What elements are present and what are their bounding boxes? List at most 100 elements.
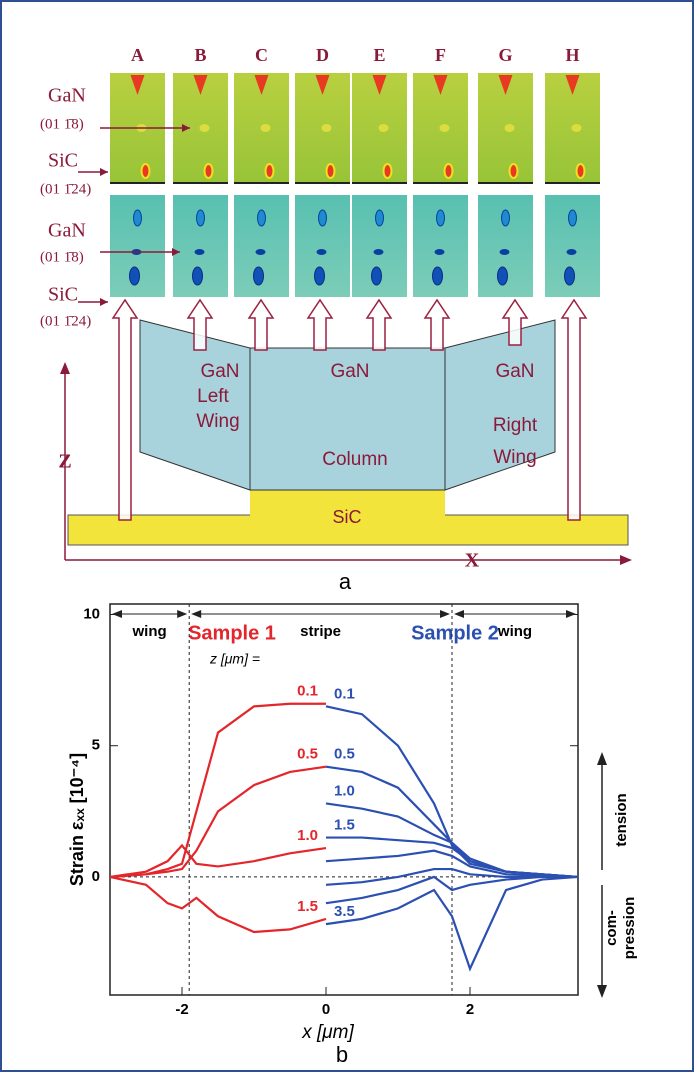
gan-peak (433, 75, 448, 95)
series-label: 0.5 (334, 746, 355, 763)
sic-peak-b (253, 266, 264, 286)
gan-peak-b (375, 209, 384, 227)
beam-arrow (423, 298, 451, 351)
gan-peak (372, 75, 387, 95)
mid-peak-b (373, 249, 384, 255)
column-letter: G (498, 45, 512, 65)
sic-peak-b (564, 266, 575, 286)
sic-peak-b (129, 266, 140, 286)
y-tick-label: 5 (92, 737, 100, 754)
pointer-head (100, 168, 108, 176)
strain-curve (325, 875, 579, 972)
span-head (191, 610, 202, 618)
gan-peak (498, 75, 513, 95)
region-label: stripe (300, 623, 341, 640)
sic-peak (325, 163, 336, 179)
plane-label: (01 1̄8) (40, 116, 84, 132)
pointer-head (182, 124, 190, 132)
region-label: Wing (196, 411, 239, 432)
beam-arrow (247, 298, 275, 351)
mid-peak-b (316, 249, 327, 255)
column-letter: C (255, 45, 268, 65)
panel-label: b (336, 1042, 348, 1067)
column-letter: B (194, 45, 206, 65)
x-label: X (465, 550, 480, 572)
span-head (177, 610, 188, 618)
beam-arrow (306, 298, 334, 351)
gan-peak-b (436, 209, 445, 227)
gan-peak (193, 75, 208, 95)
column-letter: E (373, 45, 385, 65)
z-label: z [μm] = (209, 651, 260, 667)
sic-peak-b (432, 266, 443, 286)
region-label: Left (197, 386, 229, 407)
strain-curve (109, 843, 327, 879)
sic-peak (382, 163, 393, 179)
mid-peak-b (434, 249, 445, 255)
arrow-head (597, 752, 607, 765)
sic-mesa (250, 490, 445, 517)
mid-peak (439, 124, 450, 132)
sample-title: Sample 1 (188, 622, 276, 644)
gan-peak-b (318, 209, 327, 227)
gan-peak-b (501, 209, 510, 227)
region-label: wing (132, 623, 167, 640)
sic-peak-b (192, 266, 203, 286)
beam-arrow (365, 298, 393, 351)
compression-label: pression (621, 897, 638, 960)
x-arrow (620, 555, 632, 565)
gan-peak (130, 75, 145, 95)
series-label: 0.1 (297, 683, 318, 700)
z-label: Z (58, 451, 71, 473)
x-tick-label: -2 (175, 1001, 188, 1018)
region-label: SiC (332, 507, 361, 527)
span-head (566, 610, 576, 618)
panel-label: a (339, 569, 352, 594)
column-letter: H (565, 45, 579, 65)
column-letter: F (435, 45, 446, 65)
mid-peak (571, 124, 582, 132)
region-label: wing (497, 623, 532, 640)
span-head (112, 610, 122, 618)
mid-peak (260, 124, 271, 132)
y-tick-label: 0 (92, 868, 100, 885)
pointer-head (100, 298, 108, 306)
mid-peak (504, 124, 515, 132)
region-label: GaN (200, 361, 239, 382)
beam-arrow (111, 298, 139, 521)
x-label: x [μm] (301, 1022, 354, 1043)
sic-peak (508, 163, 519, 179)
series-label: 1.0 (297, 827, 318, 844)
plane-label: (01 1̄24) (40, 313, 91, 329)
plane-label: (01 1̄8) (40, 249, 84, 265)
region-label: Right (493, 415, 538, 436)
gan-peak (565, 75, 580, 95)
series-label: 0.5 (297, 746, 318, 763)
arrow-head (597, 985, 607, 998)
strain-curve (326, 836, 579, 879)
span-head (454, 610, 464, 618)
mid-peak-b (566, 249, 577, 255)
gan-peak (315, 75, 330, 95)
beam-arrow (186, 298, 214, 351)
strain-curve (325, 875, 578, 905)
plane-label: (01 1̄24) (40, 181, 91, 197)
sic-peak-b (314, 266, 325, 286)
plot-frame (109, 603, 579, 996)
gan-peak (254, 75, 269, 95)
beam-arrow (560, 298, 588, 521)
strain-curve (325, 849, 579, 879)
sample-title: Sample 2 (411, 622, 499, 644)
mid-peak-b (194, 249, 205, 255)
region-label: GaN (495, 361, 534, 382)
mid-peak-b (255, 249, 266, 255)
mid-peak (378, 124, 389, 132)
region-label: Column (322, 449, 387, 470)
y-label: Strain εₓₓ [10⁻⁴] (67, 753, 87, 886)
column (249, 347, 446, 491)
series-label: 0.1 (334, 685, 355, 702)
series-label: 3.5 (334, 903, 355, 920)
series-label: 1.0 (334, 782, 355, 799)
